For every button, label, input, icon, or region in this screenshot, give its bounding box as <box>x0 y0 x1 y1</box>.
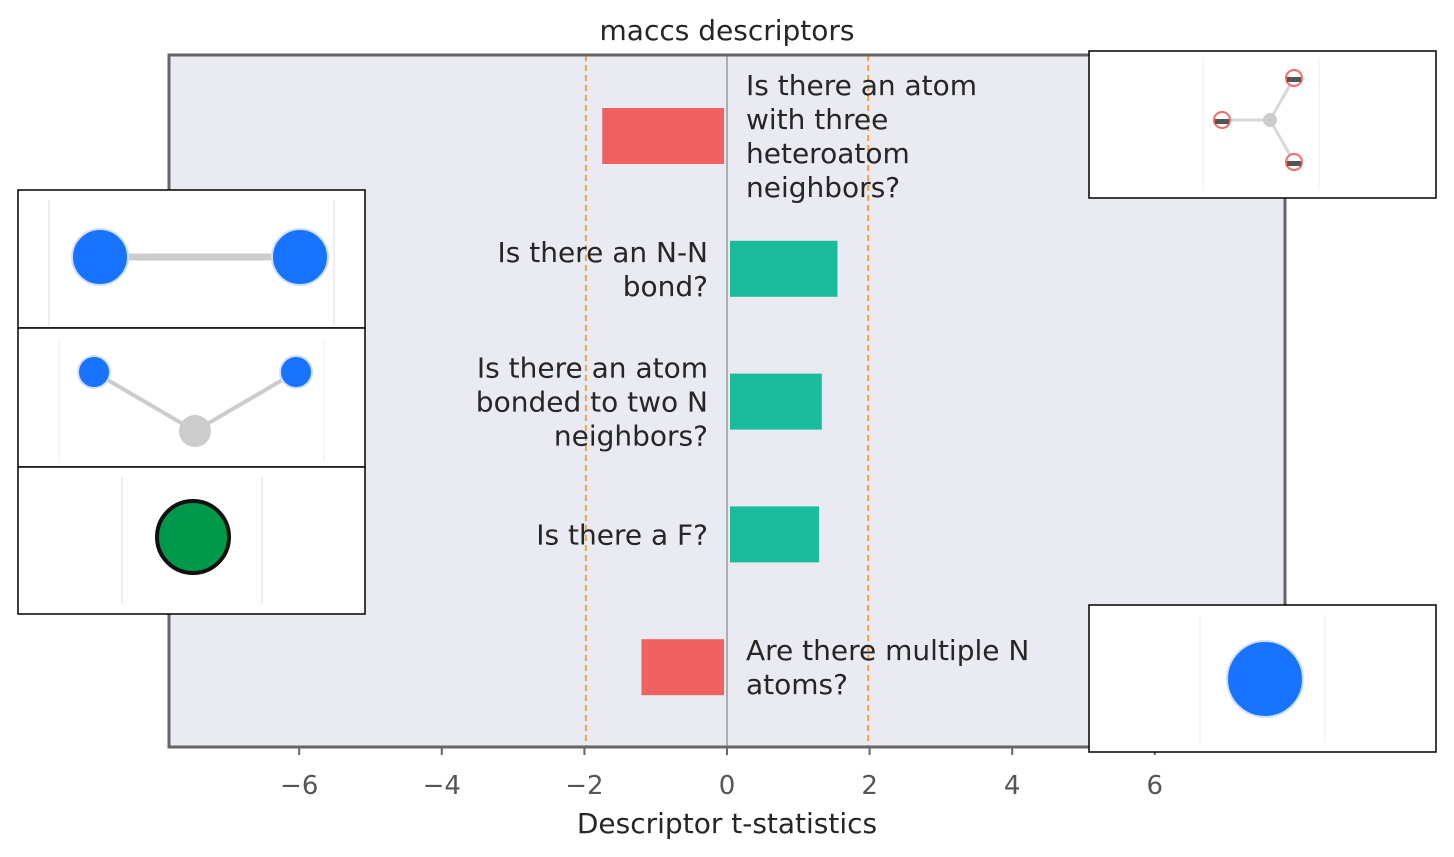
bar-4 <box>641 639 724 696</box>
bar-label-0: Is there an atom with three heteroatom neig… <box>746 69 977 204</box>
x-tick-label-0: −6 <box>280 771 318 801</box>
inset-fluorine-atom <box>17 466 366 615</box>
bar-0 <box>602 108 724 164</box>
x-tick-label-6: 6 <box>1147 771 1164 801</box>
bar-1 <box>730 240 838 297</box>
chart-title: maccs descriptors <box>600 14 855 47</box>
x-tick-label-1: −4 <box>423 771 461 801</box>
x-axis-label: Descriptor t-statistics <box>577 807 877 840</box>
inset-atom-bonded-to-two-n <box>17 327 366 468</box>
bar-label-1: Is there an N-N bond? <box>497 236 708 303</box>
x-tick-label-4: 2 <box>861 771 878 801</box>
inset-n-n-bond <box>17 189 366 329</box>
bar-label-3: Is there a F? <box>536 518 708 551</box>
x-tick-label-5: 4 <box>1004 771 1021 801</box>
x-tick-label-2: −2 <box>565 771 603 801</box>
inset-three-heteroatom-neighbors <box>1088 50 1437 199</box>
inset-multiple-n-atoms <box>1088 604 1437 753</box>
x-tick-label-3: 0 <box>719 771 736 801</box>
bar-3 <box>730 506 819 563</box>
bar-2 <box>730 373 822 430</box>
